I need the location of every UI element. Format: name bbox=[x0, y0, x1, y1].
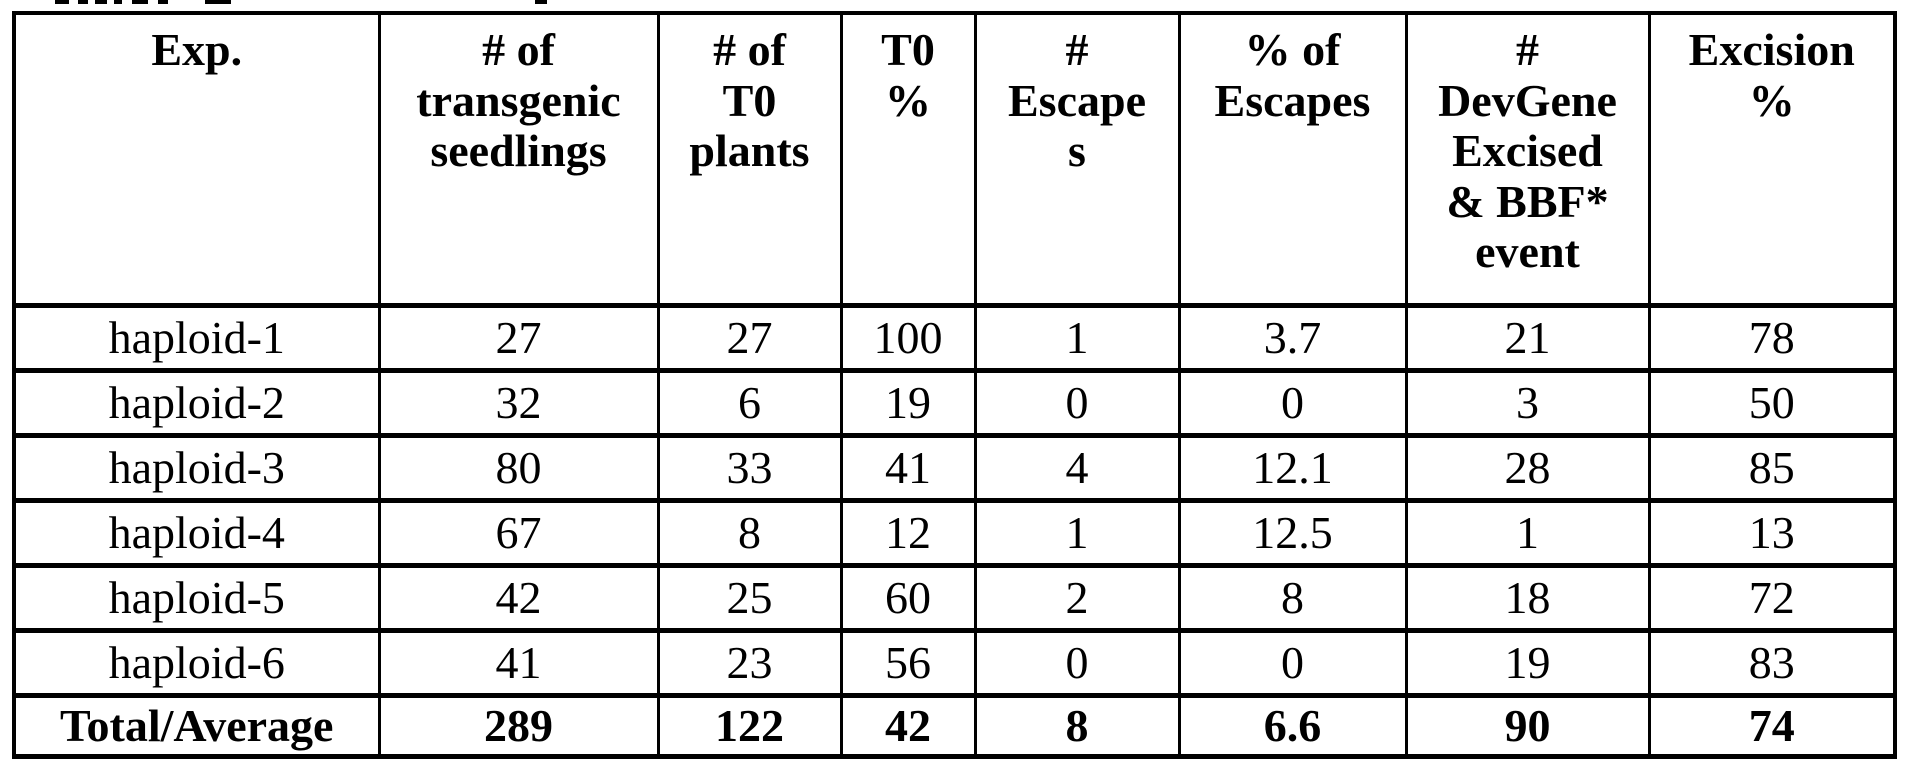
row-label: haploid-2 bbox=[12, 368, 381, 438]
column-header-transgenic-seedlings: # of transgenic seedlings bbox=[377, 11, 660, 308]
table-row: haploid-1 27 27 100 1 3.7 21 78 bbox=[12, 303, 1897, 373]
data-cell: 25 bbox=[656, 563, 843, 633]
data-cell: 60 bbox=[839, 563, 977, 633]
column-header-percent-escapes: % of Escapes bbox=[1177, 11, 1408, 308]
row-label: haploid-5 bbox=[12, 563, 381, 633]
cropped-caption-fragment bbox=[114, 0, 122, 4]
data-cell: 1 bbox=[973, 498, 1181, 568]
data-cell: 1 bbox=[973, 303, 1181, 373]
data-cell: 56 bbox=[839, 628, 977, 698]
data-cell: 6 bbox=[656, 368, 843, 438]
data-cell: 83 bbox=[1647, 628, 1897, 698]
data-cell: 18 bbox=[1404, 563, 1651, 633]
total-cell: 42 bbox=[839, 693, 977, 759]
data-cell: 19 bbox=[839, 368, 977, 438]
total-cell: 8 bbox=[973, 693, 1181, 759]
total-cell: 6.6 bbox=[1177, 693, 1408, 759]
row-label: haploid-4 bbox=[12, 498, 381, 568]
cropped-caption-fragment bbox=[158, 0, 168, 4]
row-label: haploid-1 bbox=[12, 303, 381, 373]
column-header-excision-percent: Excision % bbox=[1647, 11, 1897, 308]
total-cell: 122 bbox=[656, 693, 843, 759]
total-cell: 289 bbox=[377, 693, 660, 759]
data-cell: 33 bbox=[656, 433, 843, 503]
data-cell: 0 bbox=[973, 628, 1181, 698]
data-cell: 8 bbox=[656, 498, 843, 568]
data-cell: 0 bbox=[1177, 628, 1408, 698]
data-cell: 78 bbox=[1647, 303, 1897, 373]
data-cell: 41 bbox=[839, 433, 977, 503]
data-cell: 2 bbox=[973, 563, 1181, 633]
cropped-caption-fragment bbox=[55, 0, 69, 4]
column-header-exp: Exp. bbox=[12, 11, 381, 308]
cropped-caption-fragment bbox=[535, 0, 547, 4]
data-cell: 12.5 bbox=[1177, 498, 1408, 568]
table-row: haploid-4 67 8 12 1 12.5 1 13 bbox=[12, 498, 1897, 568]
data-cell: 19 bbox=[1404, 628, 1651, 698]
data-cell: 100 bbox=[839, 303, 977, 373]
data-cell: 12 bbox=[839, 498, 977, 568]
data-cell: 50 bbox=[1647, 368, 1897, 438]
cropped-caption-fragment bbox=[95, 0, 107, 4]
data-cell: 13 bbox=[1647, 498, 1897, 568]
data-cell: 32 bbox=[377, 368, 660, 438]
data-cell: 27 bbox=[656, 303, 843, 373]
data-cell: 1 bbox=[1404, 498, 1651, 568]
experiment-results-table: Exp. # of transgenic seedlings # of T0 p… bbox=[12, 11, 1897, 759]
data-cell: 21 bbox=[1404, 303, 1651, 373]
data-cell: 80 bbox=[377, 433, 660, 503]
column-header-t0-percent: T0 % bbox=[839, 11, 977, 308]
data-cell: 23 bbox=[656, 628, 843, 698]
cropped-caption-fragment bbox=[132, 0, 148, 4]
table-row: haploid-6 41 23 56 0 0 19 83 bbox=[12, 628, 1897, 698]
column-header-devgene-excised: # DevGene Excised & BBF* event bbox=[1404, 11, 1651, 308]
data-cell: 0 bbox=[1177, 368, 1408, 438]
table-row: haploid-3 80 33 41 4 12.1 28 85 bbox=[12, 433, 1897, 503]
data-cell: 27 bbox=[377, 303, 660, 373]
table-header-row: Exp. # of transgenic seedlings # of T0 p… bbox=[12, 11, 1897, 308]
column-header-num-escapes: # Escape s bbox=[973, 11, 1181, 308]
total-cell: 74 bbox=[1647, 693, 1897, 759]
data-cell: 0 bbox=[973, 368, 1181, 438]
row-label: haploid-3 bbox=[12, 433, 381, 503]
data-cell: 72 bbox=[1647, 563, 1897, 633]
table-row: haploid-5 42 25 60 2 8 18 72 bbox=[12, 563, 1897, 633]
cropped-caption-fragment bbox=[78, 0, 88, 4]
data-cell: 3.7 bbox=[1177, 303, 1408, 373]
data-cell: 28 bbox=[1404, 433, 1651, 503]
data-cell: 4 bbox=[973, 433, 1181, 503]
data-cell: 41 bbox=[377, 628, 660, 698]
total-cell: 90 bbox=[1404, 693, 1651, 759]
data-cell: 12.1 bbox=[1177, 433, 1408, 503]
row-label: haploid-6 bbox=[12, 628, 381, 698]
total-row-label: Total/Average bbox=[12, 693, 381, 759]
data-cell: 85 bbox=[1647, 433, 1897, 503]
cropped-caption-fragment bbox=[205, 0, 231, 4]
column-header-t0-plants: # of T0 plants bbox=[656, 11, 843, 308]
data-cell: 8 bbox=[1177, 563, 1408, 633]
data-cell: 67 bbox=[377, 498, 660, 568]
data-cell: 3 bbox=[1404, 368, 1651, 438]
table-total-row: Total/Average 289 122 42 8 6.6 90 74 bbox=[12, 693, 1897, 759]
table-row: haploid-2 32 6 19 0 0 3 50 bbox=[12, 368, 1897, 438]
data-cell: 42 bbox=[377, 563, 660, 633]
